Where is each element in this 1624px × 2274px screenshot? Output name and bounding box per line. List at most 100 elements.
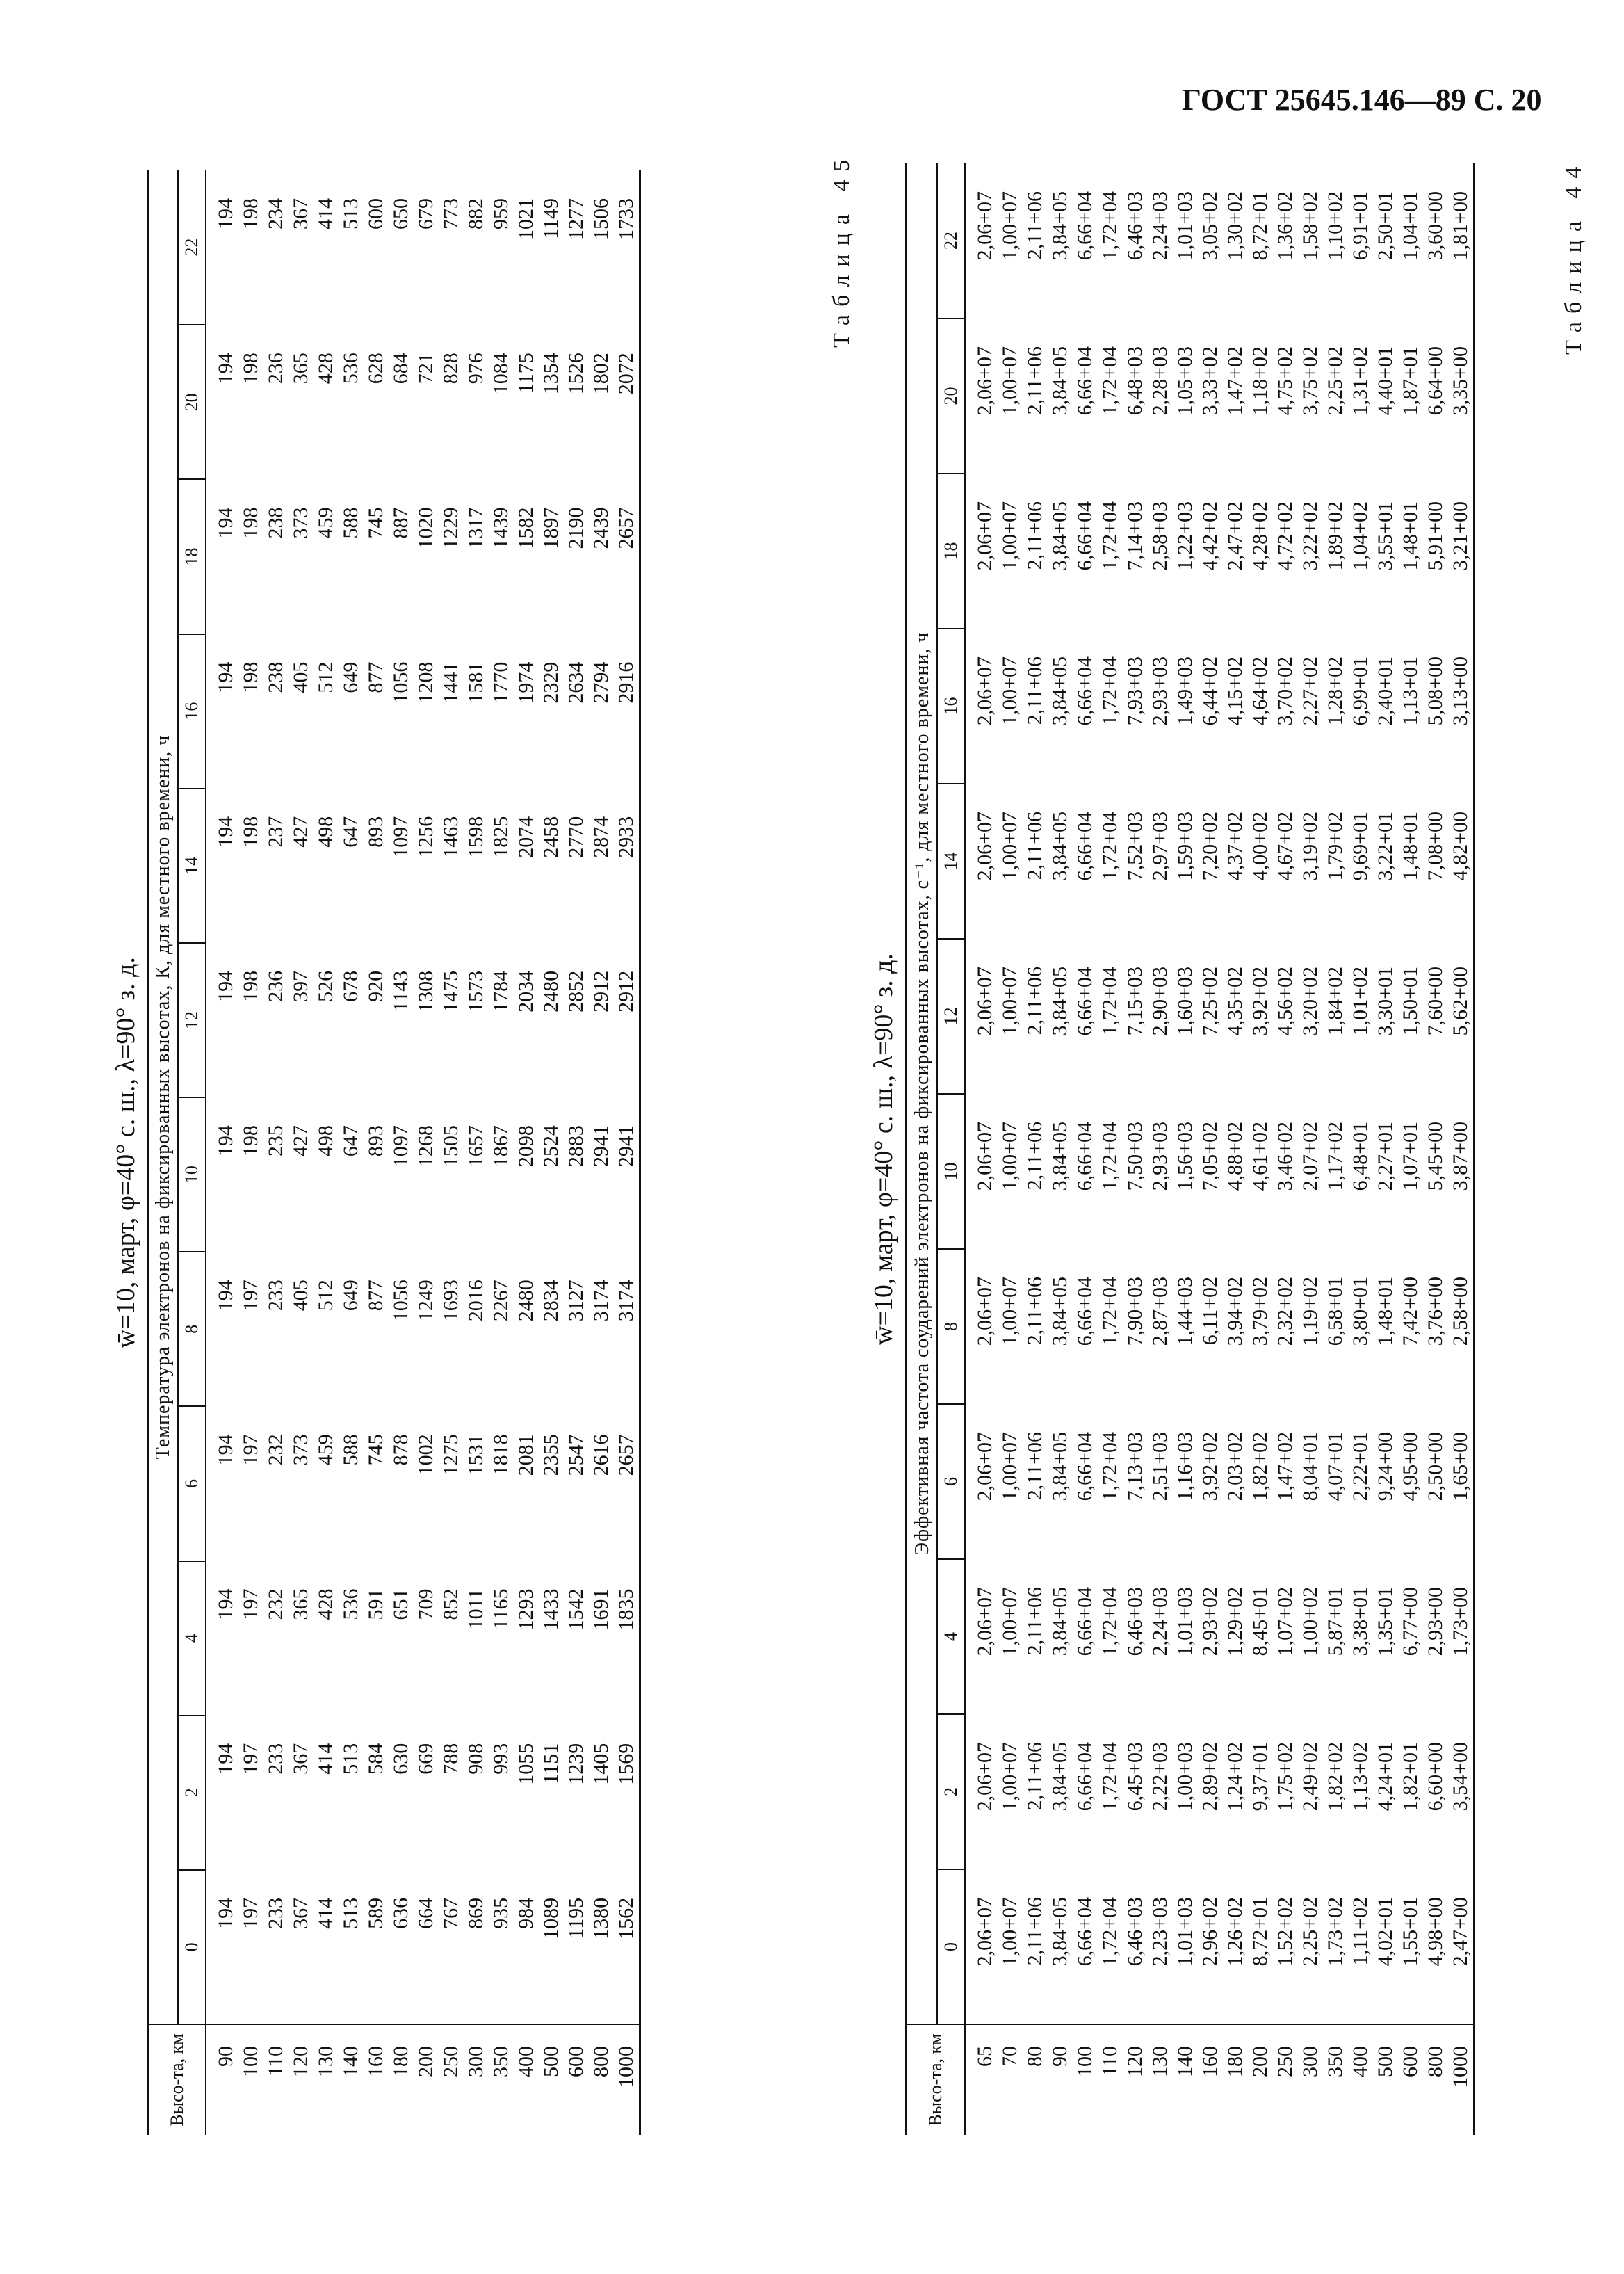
value-cell: 498 — [314, 816, 337, 848]
value-cell: 1,72+04 — [1098, 191, 1121, 261]
value-cell: 2657 — [615, 507, 638, 549]
value-cell: 194 — [214, 1434, 237, 1466]
value-cell: 6,66+04 — [1073, 812, 1096, 881]
value-cell: 1149 — [539, 198, 562, 239]
value-cell: 650 — [389, 198, 412, 229]
value-cell: 194 — [214, 1125, 237, 1157]
value-cell: 6,45+03 — [1123, 1742, 1146, 1812]
value-cell: 3,60+00 — [1424, 191, 1447, 261]
value-cell: 2,58+03 — [1148, 501, 1171, 571]
value-cell: 828 — [439, 353, 462, 385]
value-cell: 233 — [263, 1869, 289, 2024]
value-cell: 788 — [439, 1743, 462, 1775]
value-cell: 3,87+00 — [1449, 1122, 1472, 1191]
value-cell: 3,84+05 — [1048, 1587, 1071, 1656]
value-cell: 1,72+04 — [1098, 1122, 1121, 1191]
value-cell: 1581 — [464, 661, 487, 704]
value-cell: 1526 — [565, 353, 587, 395]
table-body: 65 2,06+07 2,06+07 2,06+07 2,06+07 2,06+07 2,0… — [965, 163, 1475, 2135]
height-cell: 120 — [289, 2046, 312, 2077]
value-cell: 3,76+00 — [1424, 1277, 1447, 1346]
value-cell: 1,59+03 — [1174, 812, 1196, 881]
height-cell: 140 — [1174, 2046, 1196, 2077]
value-cell: 198 — [239, 1125, 262, 1157]
value-cell: 2834 — [539, 1280, 562, 1322]
value-cell: 198 — [239, 353, 262, 385]
value-cell: 1249 — [414, 1280, 437, 1322]
value-cell: 373 — [289, 1434, 312, 1466]
value-cell: 405 — [289, 661, 312, 693]
value-cell: 2,11+06 — [1023, 1277, 1046, 1346]
value-cell: 2081 — [514, 1434, 537, 1476]
value-cell: 1,01+03 — [1173, 1869, 1198, 2024]
value-cell: 2,11+06 — [1023, 967, 1046, 1035]
value-cell: 1,31+02 — [1349, 346, 1372, 416]
value-cell: 1175 — [514, 353, 537, 394]
value-cell: 513 — [339, 1743, 362, 1775]
value-cell: 984 — [514, 1869, 539, 2024]
value-cell: 2,25+02 — [1298, 1869, 1323, 2024]
value-cell: 1,72+04 — [1098, 656, 1121, 726]
value-cell: 1825 — [489, 816, 512, 858]
table-row: 400 984 1055 1293 2081 2480 2098 2034 2074 1974 15… — [514, 170, 539, 2135]
table-title: w̄=10, март, φ=40° с. ш., λ=90° з. д. — [111, 957, 140, 1348]
value-cell: 636 — [389, 1869, 414, 2024]
value-cell: 3127 — [565, 1280, 587, 1322]
value-cell: 233 — [264, 1743, 287, 1775]
value-cell: 3174 — [615, 1280, 638, 1322]
value-cell: 1,48+01 — [1399, 501, 1422, 571]
value-cell: 9,24+00 — [1374, 1432, 1397, 1501]
value-cell: 1354 — [539, 353, 562, 395]
value-cell: 2480 — [539, 970, 562, 1013]
value-cell: 4,56+02 — [1274, 967, 1297, 1036]
value-cell: 3,22+01 — [1374, 812, 1397, 881]
value-cell: 3,94+02 — [1224, 1277, 1247, 1346]
value-cell: 1,07+01 — [1399, 1122, 1422, 1191]
value-cell: 3,92+02 — [1249, 967, 1272, 1036]
value-cell: 4,67+02 — [1274, 812, 1297, 881]
value-cell: 414 — [314, 1743, 337, 1775]
value-cell: 1,58+02 — [1299, 191, 1322, 261]
value-cell: 236 — [264, 353, 287, 385]
hour-header: 10 — [937, 1094, 965, 1249]
value-cell: 6,64+00 — [1424, 346, 1447, 416]
value-cell: 2,06+07 — [973, 346, 996, 416]
value-cell: 236 — [264, 970, 287, 1002]
value-cell: 1195 — [564, 1869, 589, 2024]
value-cell: 1463 — [439, 816, 462, 858]
height-cell: 90 — [1048, 2046, 1071, 2067]
value-cell: 498 — [314, 1125, 337, 1157]
group-header: Температура электронов на фиксированных … — [148, 170, 178, 2024]
value-cell: 365 — [289, 1588, 312, 1620]
value-cell: 647 — [339, 816, 362, 848]
value-cell: 1,79+02 — [1324, 812, 1347, 881]
value-cell: 2852 — [565, 970, 587, 1013]
value-cell: 5,62+00 — [1449, 967, 1472, 1036]
value-cell: 1,65+00 — [1449, 1432, 1472, 1501]
table: Высо-та, км Эффективная частота соударени… — [905, 163, 1475, 2135]
value-cell: 893 — [364, 1125, 387, 1157]
value-cell: 2,51+03 — [1148, 1432, 1171, 1501]
value-cell: 8,45+01 — [1249, 1587, 1272, 1656]
hour-header: 14 — [937, 784, 965, 939]
value-cell: 1,47+02 — [1274, 1432, 1297, 1501]
value-cell: 2,11+06 — [1023, 1432, 1046, 1501]
value-cell: 2,06+07 — [973, 1277, 996, 1346]
value-cell: 745 — [364, 1434, 387, 1466]
value-cell: 1,10+02 — [1324, 191, 1347, 261]
value-cell: 414 — [314, 1869, 339, 2024]
table-row: 140 513 513 536 588 649 647 678 647 649 588 536 513 — [339, 170, 364, 2135]
value-cell: 649 — [339, 1280, 362, 1312]
value-cell: 2,11+06 — [1023, 812, 1046, 880]
value-cell: 6,99+01 — [1349, 656, 1372, 726]
value-cell: 1505 — [439, 1125, 462, 1168]
value-cell: 1693 — [439, 1280, 462, 1322]
value-cell: 3,79+02 — [1249, 1277, 1272, 1346]
value-cell: 1256 — [414, 816, 437, 858]
header-row: 0 2 4 6 8 10 12 14 16 18 20 22 — [937, 163, 965, 2135]
hour-header: 6 — [178, 1406, 206, 1561]
value-cell: 3,46+02 — [1274, 1122, 1297, 1191]
value-cell: 2,96+02 — [1198, 1869, 1223, 2024]
value-cell: 709 — [414, 1588, 437, 1620]
